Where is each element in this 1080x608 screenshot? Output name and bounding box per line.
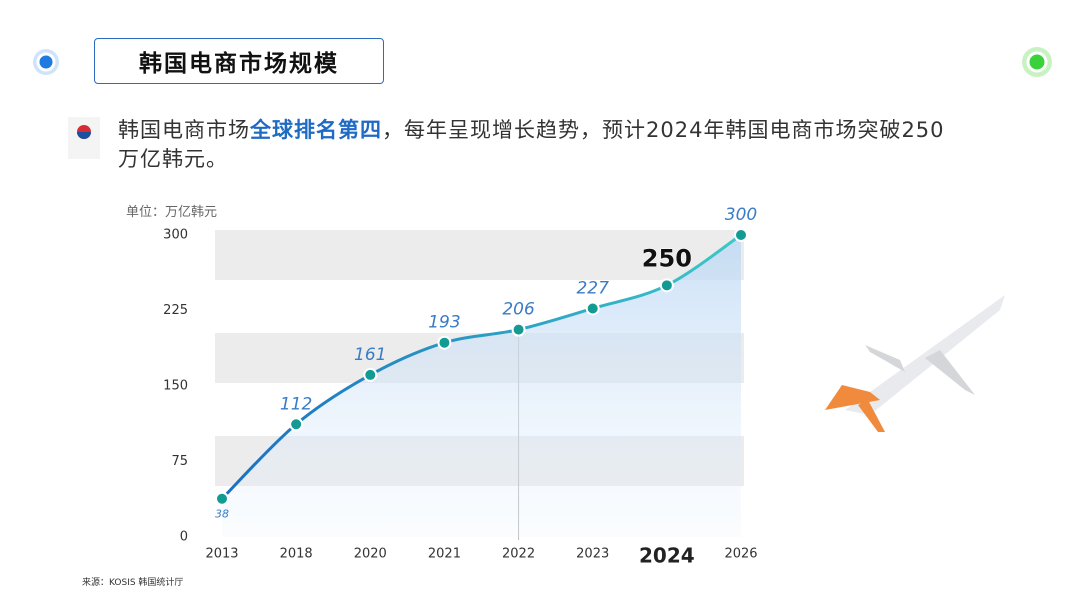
airplane [825, 295, 1005, 432]
x-tick-label: 2026 [724, 547, 757, 562]
x-tick-label: 2020 [354, 547, 387, 562]
point [437, 335, 452, 350]
highlight-text: 全球排名第四 [250, 118, 382, 142]
x-tick-label: 2023 [576, 547, 609, 562]
y-tick-label: 75 [171, 454, 188, 469]
value-label: 38 [215, 508, 229, 521]
text: 韩国电商市场 [118, 118, 250, 142]
x-tick-label: 2013 [205, 547, 238, 562]
x-tick-label: 2018 [280, 547, 313, 562]
value-label: 227 [576, 278, 609, 298]
point [585, 301, 600, 316]
y-tick-label: 0 [180, 530, 188, 545]
point [363, 367, 378, 382]
header-dot [36, 52, 56, 72]
value-label: 112 [280, 394, 312, 414]
value-label: 250 [642, 244, 692, 272]
x-tick-label: 2022 [502, 547, 535, 562]
slide-title: 韩国电商市场规模 [94, 38, 384, 84]
source: 来源：KOSIS 韩国统计厅 [82, 578, 184, 588]
x-tick-label: 2024 [639, 544, 695, 568]
point [289, 417, 304, 432]
unit-label: 单位：万亿韩元 [126, 205, 218, 220]
point [734, 228, 748, 242]
value-label: 206 [502, 300, 535, 320]
point [215, 491, 229, 506]
value-label: 193 [428, 313, 460, 333]
y-tick-label: 150 [163, 379, 188, 394]
text: ，每年呈现增长趋势，预计2024年韩国电商市场突破250万亿韩元。 [118, 118, 945, 171]
point [659, 278, 674, 293]
y-tick-label: 300 [163, 228, 188, 243]
header-dot [1026, 51, 1048, 73]
point [511, 322, 526, 337]
flag-icon [68, 117, 100, 159]
x-tick-label: 2021 [428, 547, 461, 562]
value-label: 300 [725, 205, 757, 225]
y-tick-label: 225 [163, 303, 188, 318]
value-label: 161 [354, 345, 386, 365]
description: 韩国电商市场全球排名第四，每年呈现增长趋势，预计2024年韩国电商市场突破250… [118, 116, 948, 174]
area [222, 235, 741, 537]
